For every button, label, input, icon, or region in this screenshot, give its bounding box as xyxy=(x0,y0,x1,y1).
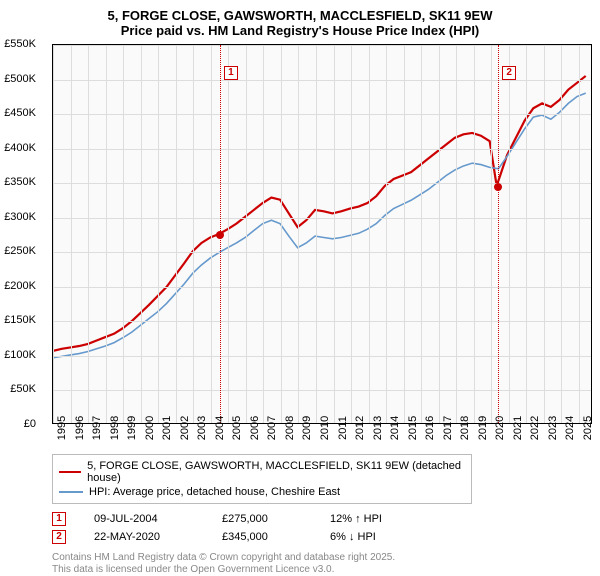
x-axis-label: 2014 xyxy=(389,416,401,440)
legend: 5, FORGE CLOSE, GAWSWORTH, MACCLESFIELD,… xyxy=(52,454,472,504)
y-axis-label: £50K xyxy=(10,383,36,395)
attribution-line1: Contains HM Land Registry data © Crown c… xyxy=(52,552,588,564)
x-axis-label: 2010 xyxy=(319,416,331,440)
event-marker: 2 xyxy=(502,66,516,80)
event-price: £275,000 xyxy=(222,513,302,525)
y-axis-label: £450K xyxy=(4,107,36,119)
x-axis-label: 2005 xyxy=(231,416,243,440)
x-axis-label: 2020 xyxy=(494,416,506,440)
x-axis-label: 2011 xyxy=(337,416,349,440)
x-axis-label: 2002 xyxy=(179,416,191,440)
series-price_paid xyxy=(53,76,586,351)
title-subtitle: Price paid vs. HM Land Registry's House … xyxy=(12,23,588,38)
event-row: 2 22-MAY-2020 £345,000 6% ↓ HPI xyxy=(52,528,588,546)
x-axis-label: 2001 xyxy=(161,416,173,440)
legend-swatch xyxy=(59,471,81,473)
y-axis-label: £500K xyxy=(4,73,36,85)
y-axis-label: £300K xyxy=(4,211,36,223)
x-axis-label: 2017 xyxy=(442,416,454,440)
price-dot xyxy=(216,231,224,239)
title-block: 5, FORGE CLOSE, GAWSWORTH, MACCLESFIELD,… xyxy=(12,8,588,38)
plot-area: 12 xyxy=(52,44,592,424)
x-axis-label: 2004 xyxy=(214,416,226,440)
y-axis-label: £0 xyxy=(24,418,36,430)
x-axis-label: 2021 xyxy=(512,416,524,440)
legend-label: HPI: Average price, detached house, Ches… xyxy=(89,486,340,498)
y-axis-label: £350K xyxy=(4,176,36,188)
legend-swatch xyxy=(59,491,83,493)
title-address: 5, FORGE CLOSE, GAWSWORTH, MACCLESFIELD,… xyxy=(12,8,588,23)
y-axis-label: £550K xyxy=(4,38,36,50)
x-axis-label: 2008 xyxy=(284,416,296,440)
x-axis-label: 2018 xyxy=(459,416,471,440)
x-axis-label: 2009 xyxy=(301,416,313,440)
x-axis-label: 2006 xyxy=(249,416,261,440)
x-axis-label: 2012 xyxy=(354,416,366,440)
event-delta: 6% ↓ HPI xyxy=(330,531,376,543)
event-line xyxy=(498,45,499,423)
y-axis-label: £400K xyxy=(4,142,36,154)
x-axis-label: 1998 xyxy=(109,416,121,440)
events-table: 1 09-JUL-2004 £275,000 12% ↑ HPI 2 22-MAY-202… xyxy=(52,510,588,546)
x-axis-label: 2019 xyxy=(477,416,489,440)
x-axis-label: 2022 xyxy=(529,416,541,440)
series-hpi xyxy=(53,93,586,358)
attribution-line2: This data is licensed under the Open Gov… xyxy=(52,564,588,576)
event-date: 09-JUL-2004 xyxy=(94,513,194,525)
x-axis-label: 2015 xyxy=(407,416,419,440)
x-axis-label: 2007 xyxy=(266,416,278,440)
x-axis-label: 2016 xyxy=(424,416,436,440)
x-axis-label: 2013 xyxy=(372,416,384,440)
event-num-box: 2 xyxy=(52,530,66,544)
x-axis-label: 2000 xyxy=(144,416,156,440)
y-axis-label: £100K xyxy=(4,349,36,361)
x-axis-label: 2025 xyxy=(582,416,594,440)
price-dot xyxy=(494,183,502,191)
y-axis-label: £250K xyxy=(4,245,36,257)
x-axis-label: 2003 xyxy=(196,416,208,440)
chart-container: 5, FORGE CLOSE, GAWSWORTH, MACCLESFIELD,… xyxy=(0,0,600,560)
event-delta: 12% ↑ HPI xyxy=(330,513,382,525)
legend-item: 5, FORGE CLOSE, GAWSWORTH, MACCLESFIELD,… xyxy=(59,459,465,485)
x-axis-label: 2024 xyxy=(564,416,576,440)
legend-item: HPI: Average price, detached house, Ches… xyxy=(59,485,465,499)
x-axis-label: 1996 xyxy=(74,416,86,440)
y-axis-label: £200K xyxy=(4,280,36,292)
event-price: £345,000 xyxy=(222,531,302,543)
y-axis-label: £150K xyxy=(4,314,36,326)
event-marker: 1 xyxy=(224,66,238,80)
x-axis-label: 2023 xyxy=(547,416,559,440)
event-num-box: 1 xyxy=(52,512,66,526)
chart-svg xyxy=(53,45,591,423)
x-axis-label: 1999 xyxy=(126,416,138,440)
event-row: 1 09-JUL-2004 £275,000 12% ↑ HPI xyxy=(52,510,588,528)
x-axis-label: 1995 xyxy=(56,416,68,440)
x-axis-label: 1997 xyxy=(91,416,103,440)
legend-label: 5, FORGE CLOSE, GAWSWORTH, MACCLESFIELD,… xyxy=(87,460,465,484)
event-date: 22-MAY-2020 xyxy=(94,531,194,543)
attribution: Contains HM Land Registry data © Crown c… xyxy=(52,552,588,576)
